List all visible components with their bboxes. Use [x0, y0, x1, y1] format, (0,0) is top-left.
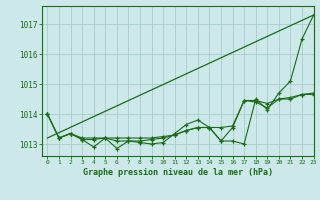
- X-axis label: Graphe pression niveau de la mer (hPa): Graphe pression niveau de la mer (hPa): [83, 168, 273, 177]
